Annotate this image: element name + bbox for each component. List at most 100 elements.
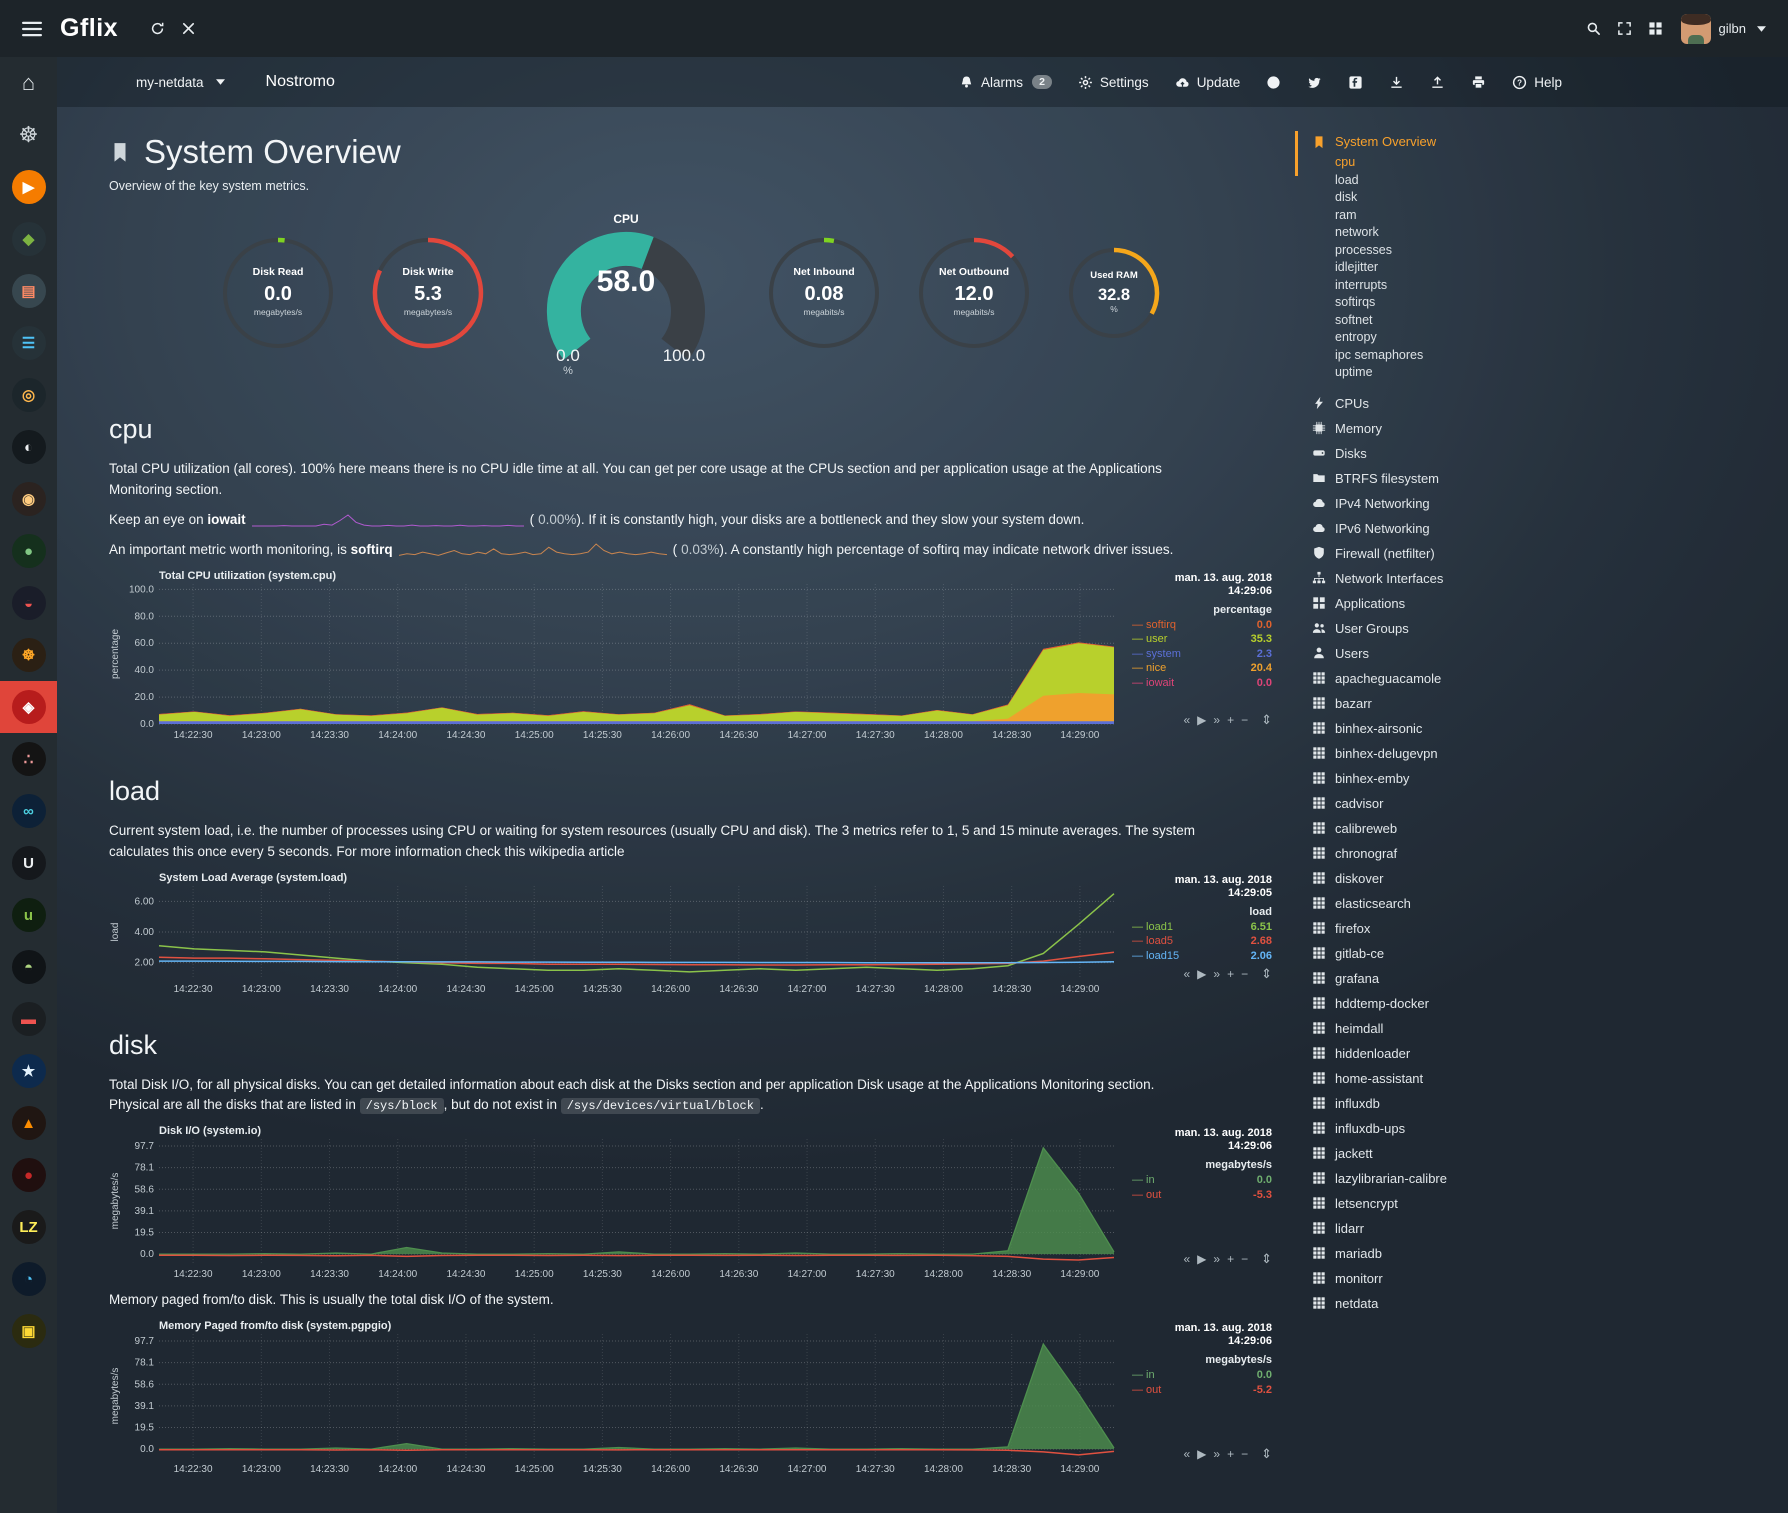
home-icon[interactable]: ⌂ [0, 57, 57, 109]
pan-left-button[interactable]: « [1183, 967, 1190, 981]
zoom-in-button[interactable]: + [1227, 967, 1234, 981]
settings-button[interactable]: Settings [1067, 67, 1160, 98]
app-icon[interactable]: ● [0, 1149, 57, 1201]
pan-right-button[interactable]: » [1213, 1252, 1220, 1266]
menu-item-diskover[interactable]: diskover [1312, 866, 1778, 891]
menu-item-bazarr[interactable]: bazarr [1312, 691, 1778, 716]
menu-subitem-softirqs[interactable]: softirqs [1312, 294, 1778, 312]
app-icon[interactable]: ★ [0, 1045, 57, 1097]
avatar[interactable] [1681, 14, 1711, 44]
print-button[interactable] [1460, 67, 1497, 98]
app-icon[interactable]: ◒ [0, 577, 57, 629]
app-icon[interactable]: ☰ [0, 317, 57, 369]
help-button[interactable]: Help [1501, 67, 1573, 98]
menu-item-monitorr[interactable]: monitorr [1312, 1266, 1778, 1291]
menu-item-apacheguacamole[interactable]: apacheguacamole [1312, 666, 1778, 691]
settings-icon[interactable]: ☸ [0, 109, 57, 161]
menu-item-binhex-delugevpn[interactable]: binhex-delugevpn [1312, 741, 1778, 766]
menu-subitem-interrupts[interactable]: interrupts [1312, 277, 1778, 295]
menu-item-binhex-airsonic[interactable]: binhex-airsonic [1312, 716, 1778, 741]
play-button[interactable]: ▶ [1197, 967, 1206, 981]
menu-subitem-cpu[interactable]: cpu [1312, 154, 1778, 172]
app-icon[interactable]: ◔ [0, 1253, 57, 1305]
host-dropdown[interactable]: my-netdata [125, 67, 236, 98]
gauge-net-outbound[interactable]: Net Outbound12.0megabits/s [914, 233, 1034, 358]
menu-subitem-load[interactable]: load [1312, 172, 1778, 190]
play-button[interactable]: ▶ [1197, 1447, 1206, 1461]
app-icon[interactable]: ▤ [0, 265, 57, 317]
menu-item-mariadb[interactable]: mariadb [1312, 1241, 1778, 1266]
gauge-disk-write[interactable]: Disk Write5.3megabytes/s [368, 233, 488, 358]
update-button[interactable]: Update [1164, 67, 1252, 98]
zoom-in-button[interactable]: + [1227, 713, 1234, 727]
menu-subitem-uptime[interactable]: uptime [1312, 364, 1778, 382]
menu-item-grafana[interactable]: grafana [1312, 966, 1778, 991]
legend-row[interactable]: — in0.0 [1132, 1173, 1272, 1188]
app-icon[interactable]: LZ [0, 1201, 57, 1253]
legend-row[interactable]: — out-5.3 [1132, 1188, 1272, 1203]
legend-row[interactable]: — system2.3 [1132, 647, 1272, 662]
zoom-in-button[interactable]: + [1227, 1447, 1234, 1461]
menu-item-elasticsearch[interactable]: elasticsearch [1312, 891, 1778, 916]
legend-row[interactable]: — softirq0.0 [1132, 618, 1272, 633]
legend-row[interactable]: — out-5.2 [1132, 1383, 1272, 1398]
iowait-sparkline[interactable] [252, 513, 524, 528]
menu-item-cpus[interactable]: CPUs [1312, 391, 1778, 416]
pan-right-button[interactable]: » [1213, 967, 1220, 981]
zoom-in-button[interactable]: + [1227, 1252, 1234, 1266]
play-button[interactable]: ▶ [1197, 713, 1206, 727]
legend-row[interactable]: — load16.51 [1132, 920, 1272, 935]
menu-item-hiddenloader[interactable]: hiddenloader [1312, 1041, 1778, 1066]
menu-subitem-idlejitter[interactable]: idlejitter [1312, 259, 1778, 277]
app-icon[interactable]: ◆ [0, 213, 57, 265]
pan-right-button[interactable]: » [1213, 713, 1220, 727]
apps-grid-button[interactable] [1640, 13, 1671, 44]
menu-item-firefox[interactable]: firefox [1312, 916, 1778, 941]
app-icon[interactable]: ◈ [0, 681, 57, 733]
zoom-out-button[interactable]: − [1241, 713, 1248, 727]
app-icon[interactable]: ∞ [0, 785, 57, 837]
menu-item-lidarr[interactable]: lidarr [1312, 1216, 1778, 1241]
app-icon[interactable]: U [0, 837, 57, 889]
app-icon[interactable]: ◓ [0, 941, 57, 993]
app-icon[interactable]: ◎ [0, 369, 57, 421]
menu-item-influxdb[interactable]: influxdb [1312, 1091, 1778, 1116]
menu-subitem-softnet[interactable]: softnet [1312, 312, 1778, 330]
legend-row[interactable]: — load152.06 [1132, 949, 1272, 964]
menu-item-user-groups[interactable]: User Groups [1312, 616, 1778, 641]
app-icon[interactable]: ◐ [0, 421, 57, 473]
twitter-button[interactable] [1296, 67, 1333, 98]
menu-item-firewall-netfilter[interactable]: Firewall (netfilter) [1312, 541, 1778, 566]
pan-left-button[interactable]: « [1183, 713, 1190, 727]
app-icon[interactable]: ▶ [0, 161, 57, 213]
pan-right-button[interactable]: » [1213, 1447, 1220, 1461]
gauge-used-ram[interactable]: Used RAM32.8% [1064, 243, 1164, 348]
search-button[interactable] [1578, 13, 1609, 44]
alarms-button[interactable]: Alarms2 [948, 67, 1063, 98]
app-icon[interactable]: ◉ [0, 473, 57, 525]
app-icon[interactable]: ☸ [0, 629, 57, 681]
menu-item-heimdall[interactable]: heimdall [1312, 1016, 1778, 1041]
menu-item-netdata[interactable]: netdata [1312, 1291, 1778, 1316]
legend-row[interactable]: — iowait0.0 [1132, 676, 1272, 691]
menu-subitem-disk[interactable]: disk [1312, 189, 1778, 207]
close-tab-button[interactable] [173, 13, 204, 44]
menu-subitem-network[interactable]: network [1312, 224, 1778, 242]
resize-handle[interactable]: ⇕ [1261, 1251, 1272, 1267]
menu-item-memory[interactable]: Memory [1312, 416, 1778, 441]
legend-row[interactable]: — nice20.4 [1132, 661, 1272, 676]
gauge-disk-read[interactable]: Disk Read0.0megabytes/s [218, 233, 338, 358]
menu-item-letsencrypt[interactable]: letsencrypt [1312, 1191, 1778, 1216]
zoom-out-button[interactable]: − [1241, 1252, 1248, 1266]
zoom-out-button[interactable]: − [1241, 967, 1248, 981]
menu-subitem-ipc-semaphores[interactable]: ipc semaphores [1312, 347, 1778, 365]
menu-item-applications[interactable]: Applications [1312, 591, 1778, 616]
menu-item-network-interfaces[interactable]: Network Interfaces [1312, 566, 1778, 591]
fullscreen-button[interactable] [1609, 13, 1640, 44]
menu-item-calibreweb[interactable]: calibreweb [1312, 816, 1778, 841]
import-button[interactable] [1378, 67, 1415, 98]
menu-subitem-ram[interactable]: ram [1312, 207, 1778, 225]
menu-item-home-assistant[interactable]: home-assistant [1312, 1066, 1778, 1091]
pgpgio-chart-plot[interactable]: 14:22:3014:23:0014:23:3014:24:0014:24:30… [109, 1320, 1122, 1476]
gauge-net-inbound[interactable]: Net Inbound0.08megabits/s [764, 233, 884, 358]
